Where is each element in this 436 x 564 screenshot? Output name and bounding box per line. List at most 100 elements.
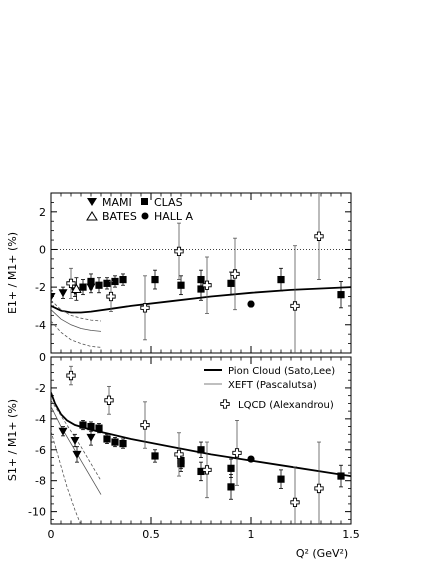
point-hall-a bbox=[247, 300, 255, 308]
legend-lqcd-label: LQCD (Alexandrou) bbox=[238, 400, 334, 411]
point-clas bbox=[227, 483, 235, 491]
point-clas bbox=[177, 281, 185, 289]
curve-xeft-band bbox=[51, 320, 102, 348]
point-clas bbox=[177, 460, 185, 468]
legend-xeft-label: XEFT (Pascalutsa) bbox=[228, 380, 317, 391]
point-bates bbox=[71, 283, 82, 293]
legend-halla-marker bbox=[141, 212, 149, 220]
legend-pion-cloud-label: Pion Cloud (Sato,Lee) bbox=[228, 366, 335, 377]
point-lqcd bbox=[290, 301, 300, 311]
point-mami bbox=[51, 293, 56, 302]
point-lqcd bbox=[314, 231, 324, 241]
point-clas bbox=[95, 424, 103, 432]
point-clas bbox=[119, 439, 127, 448]
legend-halla-label: HALL A bbox=[154, 210, 194, 223]
point-lqcd bbox=[174, 449, 184, 460]
point-clas bbox=[95, 281, 103, 289]
x-tick-label: 1.5 bbox=[342, 528, 360, 541]
point-lqcd bbox=[174, 246, 184, 257]
legend-bates-label: BATES bbox=[102, 210, 137, 223]
point-clas bbox=[337, 291, 345, 299]
bottom-data-points bbox=[58, 365, 345, 524]
y-tick-label: -4 bbox=[35, 319, 46, 332]
point-hall-a bbox=[247, 455, 255, 463]
curve-xeft-band bbox=[51, 300, 102, 322]
bottom-panel: S1+ / M1+ (%) -10 -8 -6 -4 -2 0 0 0.5 1 1.5 Pion… bbox=[6, 351, 360, 560]
y-tick-label: -8 bbox=[35, 475, 46, 488]
curve-xeft-pascalutsa bbox=[51, 406, 102, 495]
bottom-legend: Pion Cloud (Sato,Lee) XEFT (Pascalutsa) … bbox=[204, 366, 335, 411]
bottom-y-axis-label: S1+ / M1+ (%) bbox=[6, 399, 19, 481]
point-clas bbox=[103, 435, 111, 443]
point-clas bbox=[151, 275, 159, 284]
point-clas bbox=[197, 467, 205, 476]
point-clas bbox=[151, 452, 159, 460]
point-clas bbox=[79, 283, 87, 291]
top-panel: E1+ / M1+ (%) -4 -2 0 2 MAMI CLAS BATES HAL… bbox=[6, 192, 352, 354]
point-lqcd bbox=[140, 303, 150, 313]
point-clas bbox=[87, 277, 95, 286]
legend-mami-marker bbox=[87, 198, 97, 206]
point-clas bbox=[277, 475, 285, 483]
point-clas bbox=[87, 422, 95, 431]
point-lqcd bbox=[202, 465, 212, 475]
point-clas bbox=[197, 285, 205, 293]
bottom-y-ticks: -10 -8 -6 -4 -2 0 bbox=[28, 351, 351, 520]
point-lqcd bbox=[140, 420, 150, 430]
point-clas bbox=[337, 472, 345, 480]
curve-pion-cloud-sato-lee bbox=[51, 392, 351, 477]
point-mami bbox=[58, 289, 68, 298]
top-y-axis-label: E1+ / M1+ (%) bbox=[6, 232, 19, 314]
point-clas bbox=[103, 279, 111, 287]
point-lqcd bbox=[314, 483, 324, 494]
top-legend: MAMI CLAS BATES HALL A bbox=[86, 196, 194, 223]
y-tick-label: -2 bbox=[35, 382, 46, 395]
x-tick-label: 0 bbox=[48, 528, 55, 541]
x-tick-label: 1 bbox=[248, 528, 255, 541]
point-lqcd bbox=[104, 395, 114, 405]
point-lqcd bbox=[106, 291, 116, 302]
point-lqcd bbox=[290, 497, 300, 508]
point-mami bbox=[58, 427, 68, 436]
y-tick-label: -6 bbox=[35, 444, 46, 457]
legend-clas-label: CLAS bbox=[154, 196, 183, 209]
bottom-curves bbox=[51, 392, 351, 524]
y-tick-label: -10 bbox=[28, 506, 46, 519]
legend-bates-marker bbox=[86, 211, 98, 221]
point-clas bbox=[79, 421, 87, 429]
y-tick-label: -4 bbox=[35, 413, 46, 426]
point-clas bbox=[111, 277, 119, 286]
point-lqcd bbox=[66, 278, 76, 289]
point-clas bbox=[111, 438, 119, 446]
top-x-ticks bbox=[50, 193, 352, 353]
y-tick-label: -2 bbox=[35, 281, 46, 294]
legend-mami-label: MAMI bbox=[102, 196, 132, 209]
point-clas bbox=[227, 464, 235, 472]
point-clas bbox=[197, 446, 205, 454]
point-lqcd bbox=[66, 370, 76, 381]
legend-lqcd-cross-icon bbox=[220, 399, 230, 409]
x-tick-label: 0.5 bbox=[142, 528, 160, 541]
bottom-x-ticks: 0 0.5 1 1.5 bbox=[48, 357, 360, 541]
point-mami bbox=[86, 433, 96, 442]
point-lqcd bbox=[230, 269, 240, 279]
top-curves bbox=[51, 286, 351, 348]
legend-clas-marker bbox=[141, 198, 148, 205]
y-tick-label: 2 bbox=[39, 206, 46, 219]
bottom-x-axis-label: Q² (GeV²) bbox=[296, 547, 348, 560]
curve-xeft-pascalutsa bbox=[51, 309, 102, 332]
point-mami bbox=[70, 437, 80, 445]
y-tick-label: 0 bbox=[39, 351, 46, 364]
top-data-points bbox=[51, 193, 345, 353]
legend-lqcd-marker bbox=[220, 399, 230, 409]
point-clas bbox=[277, 275, 285, 284]
point-mami bbox=[72, 450, 82, 459]
point-lqcd bbox=[232, 448, 242, 458]
point-lqcd bbox=[202, 280, 212, 290]
curve-pion-cloud-sato-lee bbox=[51, 286, 351, 314]
curve-xeft-band bbox=[51, 431, 81, 524]
y-tick-label: 0 bbox=[39, 243, 46, 256]
point-clas bbox=[227, 279, 235, 287]
point-clas bbox=[119, 275, 127, 284]
